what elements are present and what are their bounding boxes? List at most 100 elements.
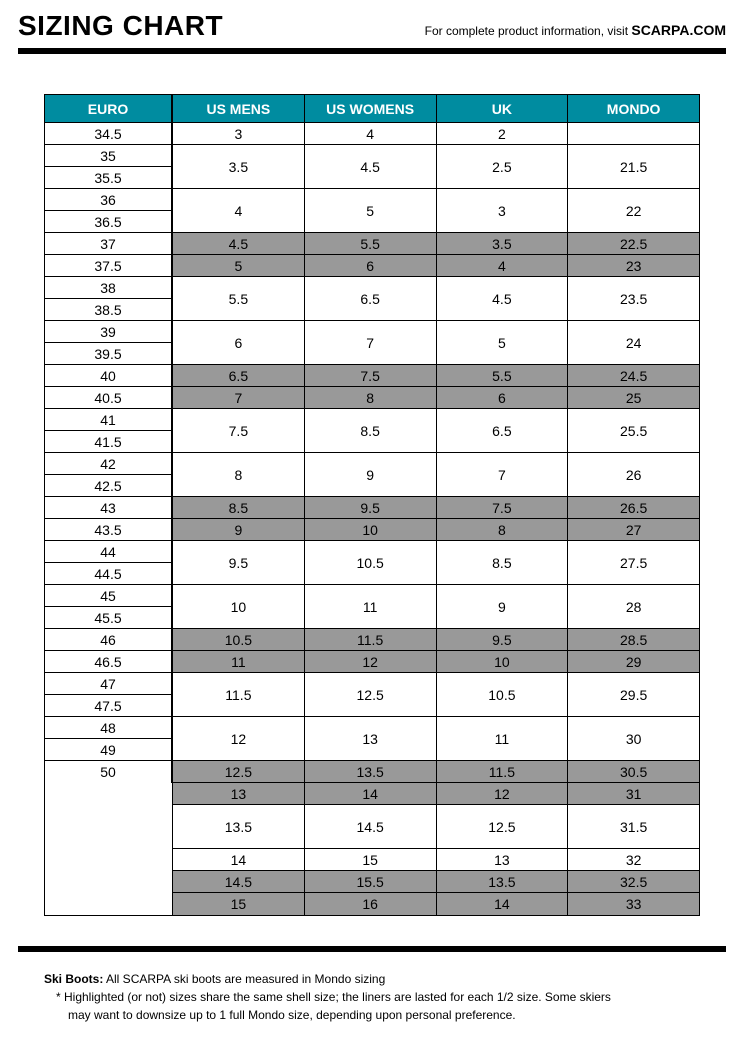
table-cell (568, 123, 699, 144)
euro-cell: 39.5 (45, 343, 172, 365)
table-cell: 22.5 (568, 233, 699, 254)
euro-cell: 45.5 (45, 607, 172, 629)
table-cell: 12.5 (173, 761, 305, 782)
table-cell: 7.5 (173, 409, 305, 452)
footnote-label: Ski Boots: (44, 972, 103, 986)
col-header-usmens: US MENS (173, 95, 305, 123)
table-row: 11121029 (173, 651, 699, 673)
table-row: 12.513.511.530.5 (173, 761, 699, 783)
page-title: SIZING CHART (18, 10, 223, 42)
table-row: 67524 (173, 321, 699, 365)
table-cell: 5 (173, 255, 305, 276)
euro-cell: 50 (45, 761, 172, 783)
table-cell: 29.5 (568, 673, 699, 716)
table-row: 89726 (173, 453, 699, 497)
table-cell: 11 (305, 585, 437, 628)
footnote-line-3: may want to downsize up to 1 full Mondo … (44, 1006, 700, 1024)
table-cell: 9.5 (173, 541, 305, 584)
table-cell: 8.5 (173, 497, 305, 518)
table-cell: 4 (173, 189, 305, 232)
table-row: 78625 (173, 387, 699, 409)
euro-cell: 43 (45, 497, 172, 519)
table-cell: 4 (437, 255, 569, 276)
table-cell: 33 (568, 893, 699, 915)
table-cell: 26.5 (568, 497, 699, 518)
euro-cell: 35 (45, 145, 172, 167)
euro-cell: 39 (45, 321, 172, 343)
col-header-euro: EURO (45, 95, 172, 123)
table-row: 15161433 (173, 893, 699, 915)
table-cell: 27 (568, 519, 699, 540)
table-cell: 12 (173, 717, 305, 760)
table-cell: 14 (173, 849, 305, 870)
table-cell: 9.5 (437, 629, 569, 650)
table-row: 13141231 (173, 783, 699, 805)
table-cell: 3.5 (173, 145, 305, 188)
table-cell: 29 (568, 651, 699, 672)
table-cell: 8 (305, 387, 437, 408)
table-cell: 13.5 (305, 761, 437, 782)
table-cell: 2.5 (437, 145, 569, 188)
euro-cell: 40 (45, 365, 172, 387)
table-cell: 7.5 (437, 497, 569, 518)
table-cell: 11 (173, 651, 305, 672)
table-cell: 3 (437, 189, 569, 232)
euro-cell: 37 (45, 233, 172, 255)
table-cell: 10 (305, 519, 437, 540)
table-cell: 15 (305, 849, 437, 870)
brand-name: SCARPA.COM (631, 22, 726, 38)
table-cell: 2 (437, 123, 569, 144)
table-row: 13.514.512.531.5 (173, 805, 699, 849)
table-cell: 14.5 (173, 871, 305, 892)
data-columns: US MENS US WOMENS UK MONDO 3 4 2 3.5 4.5 2.5 2… (172, 94, 700, 916)
table-row: 11.512.510.529.5 (173, 673, 699, 717)
table-cell: 11.5 (173, 673, 305, 716)
data-body: 3423.54.52.521.5453224.55.53.522.5564235… (173, 123, 699, 915)
euro-column: EURO 34.53535.53636.53737.53838.53939.54… (44, 94, 172, 916)
euro-cell: 37.5 (45, 255, 172, 277)
table-row: 56423 (173, 255, 699, 277)
table-cell: 30 (568, 717, 699, 760)
table-cell: 13 (173, 783, 305, 804)
euro-cell: 46.5 (45, 651, 172, 673)
table-cell: 16 (305, 893, 437, 915)
table-cell: 7 (437, 453, 569, 496)
euro-cell: 42 (45, 453, 172, 475)
table-header-row: US MENS US WOMENS UK MONDO (173, 95, 699, 123)
table-cell: 4.5 (173, 233, 305, 254)
table-cell: 7 (305, 321, 437, 364)
euro-cell: 45 (45, 585, 172, 607)
table-row: 10.511.59.528.5 (173, 629, 699, 651)
euro-cell: 42.5 (45, 475, 172, 497)
table-cell: 6 (437, 387, 569, 408)
footnote-text-1: All SCARPA ski boots are measured in Mon… (103, 972, 385, 986)
table-cell: 14 (305, 783, 437, 804)
table-cell: 26 (568, 453, 699, 496)
table-cell: 13.5 (173, 805, 305, 848)
table-cell: 32.5 (568, 871, 699, 892)
table-cell: 11 (437, 717, 569, 760)
table-cell: 10.5 (305, 541, 437, 584)
table-cell: 6.5 (437, 409, 569, 452)
table-cell: 25 (568, 387, 699, 408)
table-cell: 14 (437, 893, 569, 915)
table-cell: 8 (173, 453, 305, 496)
table-cell: 9.5 (305, 497, 437, 518)
table-cell: 12 (305, 651, 437, 672)
table-row: 12131130 (173, 717, 699, 761)
table-cell: 24.5 (568, 365, 699, 386)
euro-cell: 44 (45, 541, 172, 563)
footnotes: Ski Boots: All SCARPA ski boots are meas… (18, 952, 726, 1034)
table-cell: 7.5 (305, 365, 437, 386)
table-cell: 10.5 (437, 673, 569, 716)
euro-cell: 36.5 (45, 211, 172, 233)
table-cell: 13 (305, 717, 437, 760)
euro-cell: 40.5 (45, 387, 172, 409)
table-row: 7.58.56.525.5 (173, 409, 699, 453)
euro-cell: 48 (45, 717, 172, 739)
table-cell: 6 (173, 321, 305, 364)
table-cell: 4.5 (437, 277, 569, 320)
table-cell: 12.5 (437, 805, 569, 848)
table-cell: 9 (437, 585, 569, 628)
table-cell: 10 (437, 651, 569, 672)
